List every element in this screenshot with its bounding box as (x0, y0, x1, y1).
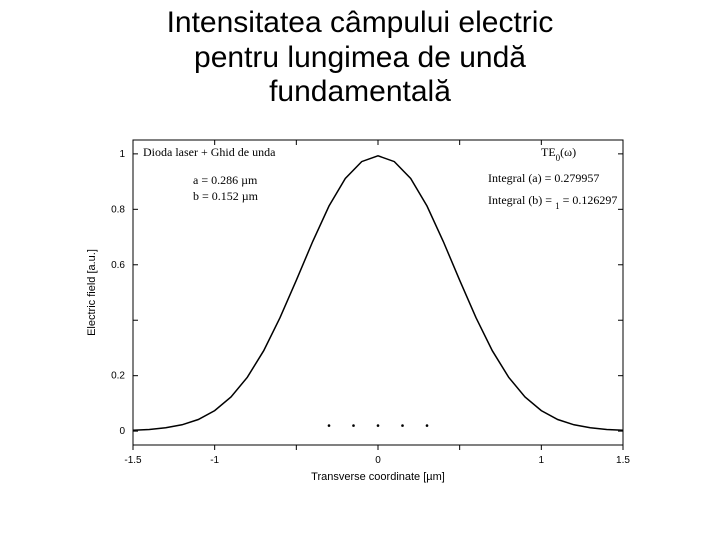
ann-int-b: Integral (b) = 1 = 0.126297 (488, 193, 617, 211)
ann-mode: TE0(ω) (541, 145, 576, 163)
chart-container: -1.5 -1 0 1 1.5 0 0.2 0.6 0.8 1 Transverse coordin… (78, 130, 638, 490)
xtick-label: 1.5 (616, 455, 630, 466)
ann-param-a: a = 0.286 µm (193, 173, 258, 187)
ytick-label: 0.8 (111, 204, 125, 215)
xtick-label: 1 (539, 455, 545, 466)
marker-dot (352, 424, 355, 427)
chart-svg: -1.5 -1 0 1 1.5 0 0.2 0.6 0.8 1 Transverse coordin… (78, 130, 638, 490)
xlabel: Transverse coordinate [µm] (311, 471, 445, 483)
ytick-label: 0 (119, 426, 125, 437)
title-line-2: pentru lungimea de undă (194, 41, 526, 74)
marker-dot (426, 424, 429, 427)
ann-top-left: Dioda laser + Ghid de unda (143, 145, 276, 159)
xtick-label: -1 (210, 455, 219, 466)
marker-dot (377, 424, 380, 427)
ytick-label: 1 (119, 149, 125, 160)
ann-param-b: b = 0.152 µm (193, 189, 259, 203)
xtick-label: -1.5 (124, 455, 142, 466)
slide-title: Intensitatea câmpului electric pentru lu… (0, 0, 720, 110)
xtick-label: 0 (375, 455, 381, 466)
ytick-label: 0.2 (111, 371, 125, 382)
marker-dot (328, 424, 331, 427)
ann-int-a: Integral (a) = 0.279957 (488, 171, 599, 185)
marker-dot (401, 424, 404, 427)
title-line-3: fundamentală (269, 75, 451, 108)
ytick-label: 0.6 (111, 260, 125, 271)
ylabel: Electric field [a.u.] (86, 249, 98, 336)
title-line-1: Intensitatea câmpului electric (167, 6, 554, 39)
